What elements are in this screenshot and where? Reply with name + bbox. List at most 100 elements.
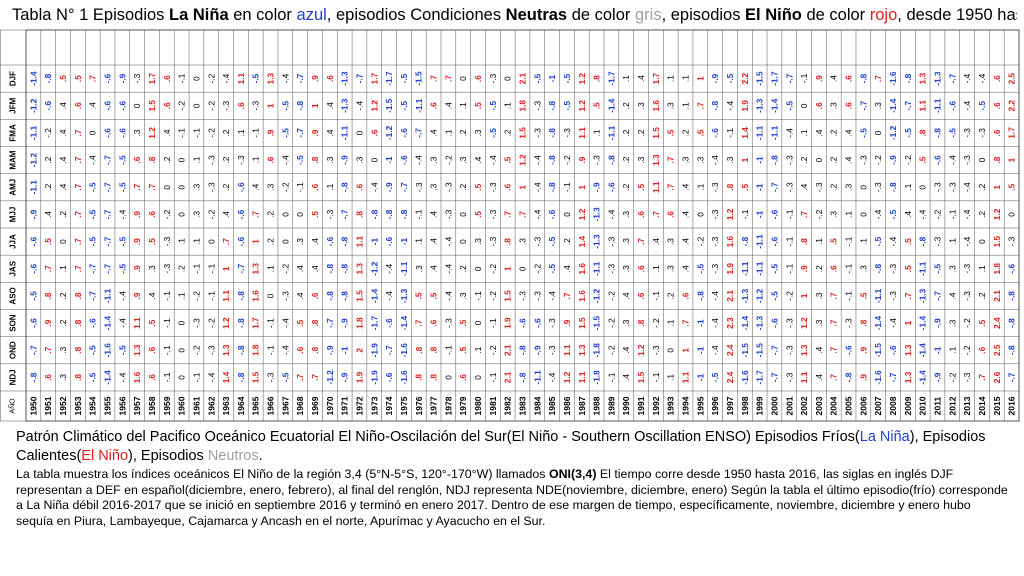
- oni-value-cell: 1.2: [562, 371, 572, 383]
- oni-value-cell: .4: [295, 265, 305, 272]
- oni-value-cell: -1.2: [28, 98, 38, 113]
- oni-value-cell: .1: [695, 183, 705, 190]
- oni-value-cell: 1: [799, 293, 809, 298]
- year-label: 1976: [414, 396, 424, 415]
- oni-value-cell: 1.3: [132, 344, 142, 356]
- oni-value-cell: -.4: [977, 73, 987, 83]
- oni-value-cell: 0: [266, 293, 276, 298]
- oni-value-cell: -.1: [651, 372, 661, 382]
- oni-value-cell: -1.9: [369, 343, 379, 358]
- oni-value-cell: .5: [58, 75, 68, 82]
- year-label: 1960: [177, 396, 187, 415]
- oni-value-cell: .2: [621, 156, 631, 163]
- oni-value-cell: 1.3: [651, 154, 661, 166]
- oni-value-cell: -.6: [103, 73, 113, 83]
- oni-value-cell: -.3: [814, 182, 824, 192]
- oni-value-cell: .7: [977, 374, 987, 381]
- year-label: 2004: [829, 396, 839, 415]
- year-label: 1989: [606, 396, 616, 415]
- oni-value-cell: .4: [325, 129, 335, 136]
- oni-value-cell: .4: [681, 183, 691, 190]
- oni-value-cell: .3: [695, 156, 705, 163]
- oni-value-cell: -1.1: [103, 288, 113, 303]
- oni-value-cell: -.2: [206, 209, 216, 219]
- oni-value-cell: .4: [651, 238, 661, 245]
- oni-value-cell: .1: [191, 238, 201, 245]
- oni-value-cell: .3: [429, 156, 439, 163]
- oni-value-cell: 1.3: [918, 72, 928, 84]
- oni-value-cell: .3: [191, 183, 201, 190]
- year-label: 1958: [147, 396, 157, 415]
- oni-value-cell: 1.3: [354, 263, 364, 275]
- oni-value-cell: 0: [518, 266, 528, 271]
- oni-value-cell: 1.6: [251, 290, 261, 302]
- oni-value-cell: -.4: [918, 209, 928, 219]
- oni-value-cell: -1.5: [592, 316, 602, 331]
- oni-value-cell: -.4: [784, 128, 794, 138]
- oni-value-cell: -.3: [710, 264, 720, 274]
- oni-value-cell: 0: [977, 239, 987, 244]
- oni-value-cell: -.8: [384, 209, 394, 219]
- oni-value-cell: .1: [325, 183, 335, 190]
- oni-value-cell: -.6: [117, 101, 127, 111]
- year-label: 1951: [43, 396, 53, 415]
- year-label: 1954: [88, 396, 98, 415]
- oni-value-cell: 1: [221, 266, 231, 271]
- oni-value-cell: .5: [473, 211, 483, 218]
- oni-value-cell: -1.5: [873, 343, 883, 358]
- oni-value-cell: -.8: [858, 73, 868, 83]
- oni-value-cell: -.5: [488, 101, 498, 111]
- oni-value-cell: -.5: [280, 101, 290, 111]
- oni-value-cell: -1.7: [369, 316, 379, 331]
- oni-value-cell: -.5: [88, 182, 98, 192]
- oni-value-cell: 1.5: [503, 290, 513, 302]
- year-label: 1956: [117, 396, 127, 415]
- oni-value-cell: -1.3: [755, 98, 765, 113]
- oni-value-cell: -.5: [117, 345, 127, 355]
- oni-value-cell: -.1: [177, 128, 187, 138]
- oni-value-cell: -.7: [103, 209, 113, 219]
- oni-value-cell: .6: [992, 129, 1002, 136]
- oni-value-cell: -1.5: [755, 343, 765, 358]
- oni-value-cell: -.8: [369, 209, 379, 219]
- oni-value-cell: -.6: [606, 182, 616, 192]
- oni-value-cell: .5: [473, 102, 483, 109]
- oni-value-cell: 0: [177, 157, 187, 162]
- oni-value-cell: 1.2: [799, 317, 809, 329]
- oni-value-cell: 1.4: [740, 127, 750, 139]
- oni-value-cell: -.4: [710, 155, 720, 165]
- oni-value-cell: -.6: [325, 236, 335, 246]
- oni-value-cell: 1.5: [992, 235, 1002, 247]
- oni-value-cell: -.3: [443, 182, 453, 192]
- oni-value-cell: 1.7: [1007, 127, 1017, 139]
- oni-value-cell: -.5: [932, 264, 942, 274]
- year-label: 1990: [621, 396, 631, 415]
- oni-value-cell: -.4: [221, 73, 231, 83]
- oni-value-cell: .3: [518, 238, 528, 245]
- oni-value-cell: -.5: [977, 101, 987, 111]
- oni-value-cell: .9: [577, 156, 587, 163]
- oni-value-cell: .1: [251, 156, 261, 163]
- oni-value-cell: -1: [547, 75, 557, 83]
- oni-value-cell: .4: [429, 129, 439, 136]
- oni-value-cell: -.7: [103, 182, 113, 192]
- oni-value-cell: .4: [562, 265, 572, 272]
- description-nina: La Niña: [859, 429, 910, 445]
- oni-value-cell: -1: [932, 346, 942, 354]
- title-text: de color: [567, 6, 635, 24]
- oni-value-cell: .8: [73, 292, 83, 299]
- oni-value-cell: -1.4: [769, 98, 779, 113]
- oni-value-cell: .3: [844, 183, 854, 190]
- oni-value-cell: -1.3: [592, 207, 602, 222]
- oni-value-cell: .7: [295, 374, 305, 381]
- oni-value-cell: .9: [562, 319, 572, 326]
- oni-value-cell: 1.5: [251, 371, 261, 383]
- oni-value-cell: -1.4: [369, 288, 379, 303]
- oni-value-cell: .8: [310, 156, 320, 163]
- oni-value-cell: -.1: [784, 264, 794, 274]
- oni-value-cell: -.4: [384, 291, 394, 301]
- oni-value-cell: -.3: [888, 291, 898, 301]
- oni-value-cell: .1: [592, 129, 602, 136]
- oni-value-cell: 1: [577, 185, 587, 190]
- oni-value-cell: 1.3: [251, 263, 261, 275]
